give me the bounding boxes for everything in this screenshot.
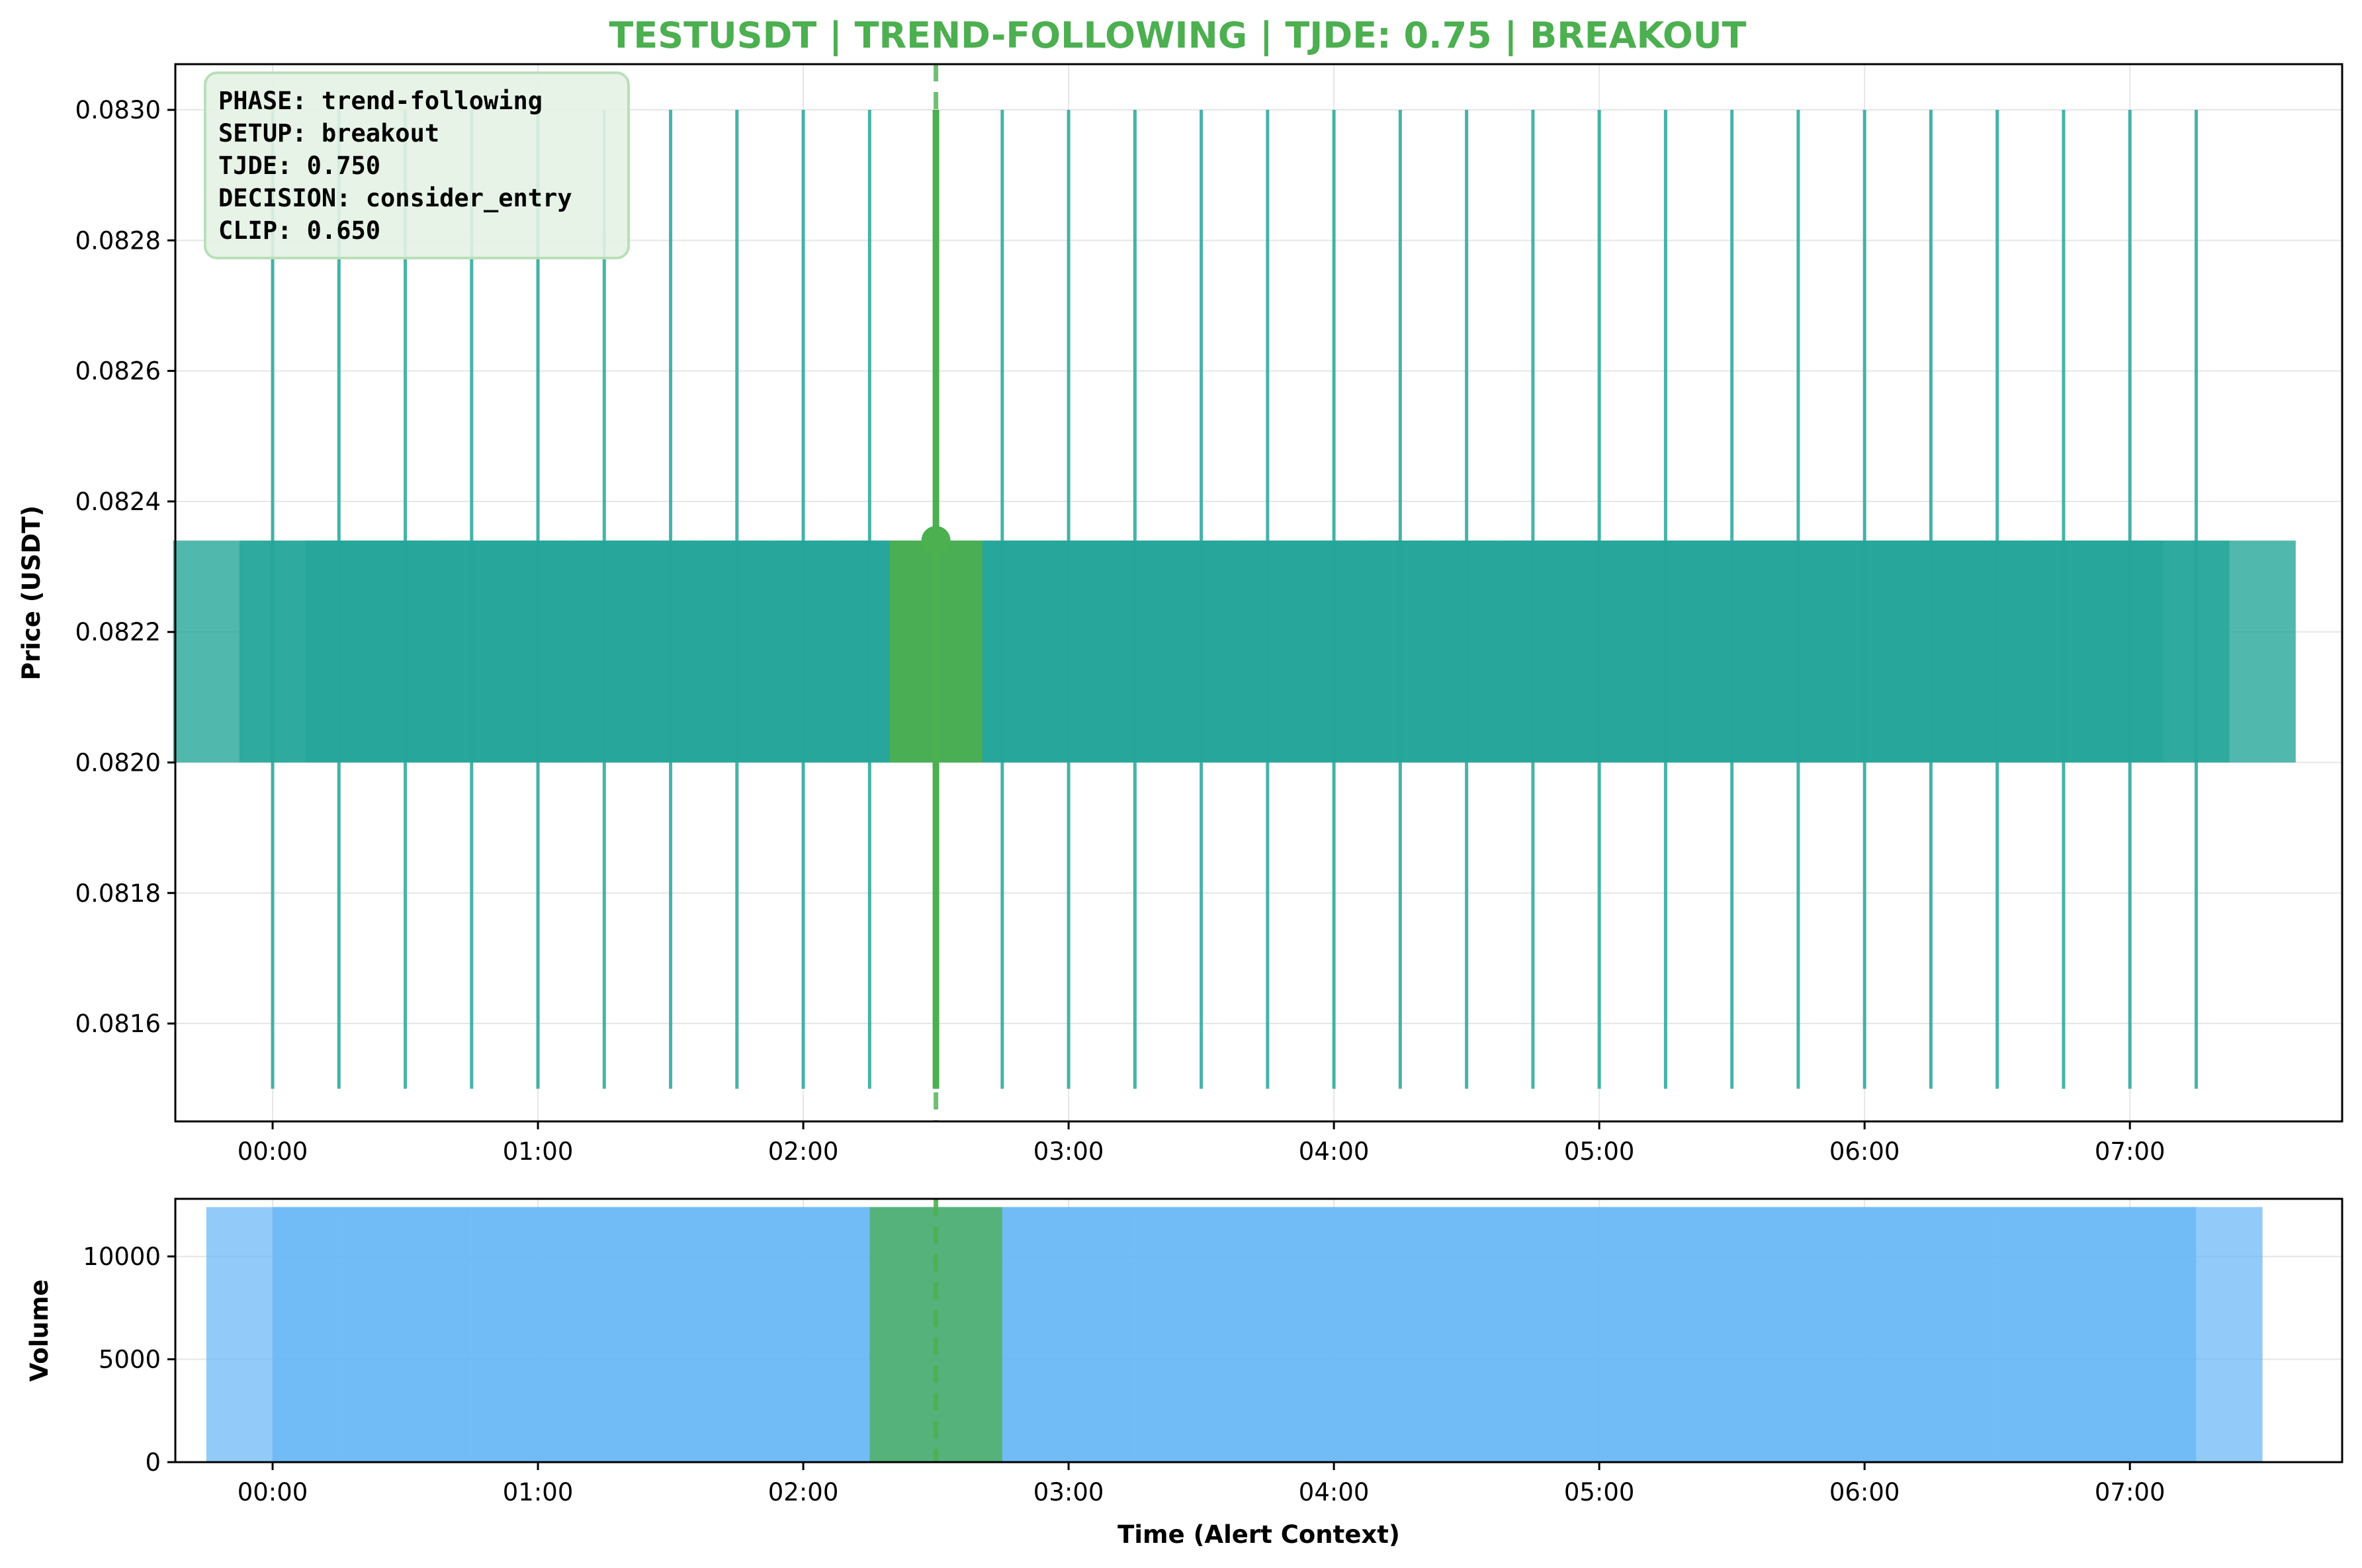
price-x-tick-label: 03:00 bbox=[1033, 1137, 1104, 1166]
info-tjde: TJDE: 0.750 bbox=[218, 152, 380, 180]
price-y-tick-label: 0.0828 bbox=[75, 226, 161, 255]
volume-y-axis-label: Volume bbox=[25, 1280, 54, 1382]
price-y-tick-label: 0.0830 bbox=[75, 96, 161, 124]
volume-x-tick-label: 00:00 bbox=[238, 1478, 308, 1506]
volume-x-axis-label: Time (Alert Context) bbox=[1117, 1520, 1400, 1549]
chart-title: TESTUSDT | TREND-FOLLOWING | TJDE: 0.75 … bbox=[609, 15, 1746, 56]
price-x-tick-label: 05:00 bbox=[1564, 1137, 1635, 1166]
info-box-background bbox=[204, 71, 630, 259]
price-axes-frame bbox=[174, 63, 2343, 1123]
price-x-ticks: 00:00 01:00 02:00 03:00 04:00 05:00 06:00 07:00 bbox=[238, 1121, 2165, 1166]
volume-x-tick-label: 01:00 bbox=[503, 1478, 574, 1506]
volume-x-ticks: 00:00 01:00 02:00 03:00 04:00 05:00 06:00 07:00 bbox=[238, 1462, 2165, 1506]
info-clip: CLIP: 0.650 bbox=[218, 216, 380, 245]
volume-y-tick-label: 0 bbox=[145, 1448, 161, 1477]
alert-point bbox=[921, 526, 951, 556]
info-box: PHASE: trend-following SETUP: breakout T… bbox=[204, 71, 630, 259]
volume-x-tick-label: 03:00 bbox=[1033, 1478, 1104, 1506]
price-panel: 0.0816 0.0818 0.0820 0.0822 0.0824 0.0826 0.08… bbox=[17, 63, 2343, 1166]
volume-alert bbox=[869, 1199, 1002, 1462]
volume-x-tick-label: 05:00 bbox=[1564, 1478, 1635, 1506]
price-y-tick-label: 0.0818 bbox=[75, 879, 161, 908]
volume-bars bbox=[206, 1207, 2263, 1462]
info-setup: SETUP: breakout bbox=[218, 119, 439, 148]
price-y-tick-label: 0.0822 bbox=[75, 618, 161, 646]
price-x-tick-label: 02:00 bbox=[768, 1137, 839, 1166]
price-x-tick-label: 04:00 bbox=[1299, 1137, 1370, 1166]
price-y-tick-label: 0.0820 bbox=[75, 748, 161, 777]
volume-y-tick-label: 5000 bbox=[99, 1346, 161, 1374]
price-alert bbox=[889, 64, 983, 1121]
price-candles bbox=[173, 110, 2296, 1089]
info-decision: DECISION: consider_entry bbox=[218, 184, 572, 212]
volume-x-tick-label: 06:00 bbox=[1829, 1478, 1900, 1506]
price-x-tick-label: 06:00 bbox=[1829, 1137, 1900, 1166]
price-y-tick-label: 0.0824 bbox=[75, 488, 161, 516]
volume-x-tick-label: 04:00 bbox=[1299, 1478, 1370, 1506]
price-y-ticks: 0.0816 0.0818 0.0820 0.0822 0.0824 0.0826 0.08… bbox=[75, 96, 175, 1038]
volume-x-tick-label: 02:00 bbox=[768, 1478, 839, 1506]
price-y-tick-label: 0.0826 bbox=[75, 357, 161, 386]
volume-y-tick-label: 10000 bbox=[83, 1242, 161, 1271]
volume-axes-frame bbox=[174, 1198, 2343, 1463]
volume-x-tick-label: 07:00 bbox=[2095, 1478, 2165, 1506]
info-phase: PHASE: trend-following bbox=[218, 87, 543, 115]
volume-y-ticks: 0 5000 10000 bbox=[83, 1242, 175, 1477]
volume-bar bbox=[2130, 1207, 2263, 1462]
price-y-tick-label: 0.0816 bbox=[75, 1010, 161, 1038]
volume-panel: 0 5000 10000 00:00 01:00 02:00 03:00 04:00 05:0… bbox=[25, 1198, 2343, 1549]
price-x-tick-label: 00:00 bbox=[238, 1137, 308, 1166]
alert-volume-bar bbox=[869, 1207, 1002, 1462]
price-y-axis-label: Price (USDT) bbox=[17, 505, 46, 680]
price-x-tick-label: 07:00 bbox=[2095, 1137, 2165, 1166]
price-x-tick-label: 01:00 bbox=[503, 1137, 574, 1166]
